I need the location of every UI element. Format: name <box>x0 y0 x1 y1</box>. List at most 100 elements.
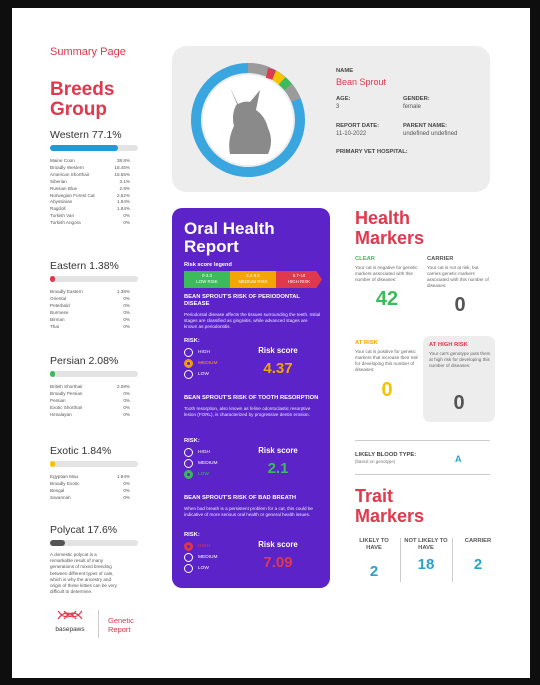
risk-legend-title: Risk score legend <box>184 262 232 268</box>
breed-group-title: Western 77.1% <box>50 129 122 141</box>
breed-name: Savannah <box>50 494 71 500</box>
breed-name: Maine Coon <box>50 158 75 163</box>
health-markers-title: Health Markers <box>355 208 425 248</box>
breed-row: Turkish Van 0% <box>50 213 130 220</box>
risk-option-label: HIGH <box>198 544 210 549</box>
breed-name: Russian Blue <box>50 185 78 191</box>
breed-percent: 1.38% <box>116 289 130 294</box>
radio-icon <box>184 459 193 468</box>
genetic-report-label: Genetic Report <box>108 616 134 634</box>
radio-icon <box>184 553 193 562</box>
risk-option: MEDIUM <box>184 552 217 563</box>
breed-percent: 0% <box>123 397 130 403</box>
at-risk-description: Your cat is positive for genetic markers… <box>355 349 418 372</box>
trait-carrier-label: CARRIER <box>464 538 492 544</box>
blood-type-row: LIKELY BLOOD TYPE: (based on genotype) <box>355 452 416 464</box>
parent-name-label: PARENT NAME: <box>403 123 448 129</box>
risk-option-label: HIGH <box>198 350 210 355</box>
breed-name: Siberian <box>50 178 67 184</box>
risk-option: HIGH <box>184 347 217 358</box>
breed-list: Broadly Eastern 1.38% Oriental 0% Peterbald 0… <box>50 289 130 330</box>
breed-name: Broadly Western <box>50 164 84 170</box>
breeds-group-title: Breeds Group <box>50 79 115 120</box>
breed-row: Broadly Persian 0% <box>50 391 130 398</box>
breed-row: Bengal 0% <box>50 488 130 495</box>
breed-group-bar <box>50 540 138 546</box>
tooth-resorption-score: Risk score 2.1 <box>250 446 306 477</box>
oral-health-card: Oral Health Report Risk score legend 0-3… <box>172 208 330 588</box>
likely-to-have: LIKELY TO HAVE 2 <box>352 538 396 580</box>
breed-percent: 18.45% <box>114 164 130 170</box>
breed-row: Maine Coon 38.8% <box>50 158 130 165</box>
breed-row: Peterbald 0% <box>50 303 130 310</box>
high-risk-marker: AT HIGH RISK Your cat's genotype puts th… <box>423 336 495 422</box>
breed-row: Broadly Western 18.45% <box>50 165 130 172</box>
radio-icon <box>184 448 193 457</box>
report-page: Summary Page Breeds Group Western 77.1% … <box>12 8 530 678</box>
risk-option-label: LOW <box>198 372 209 377</box>
section-title: BEAN SPROUT'S RISK OF PERIODONTAL DISEAS… <box>184 294 300 307</box>
bad-breath-score: Risk score 7.09 <box>250 540 306 571</box>
breed-percent: 1.84% <box>116 206 130 212</box>
breed-name: Persian <box>50 397 66 403</box>
breed-row: British Shorthair 2.08% <box>50 384 130 391</box>
breed-group-bar <box>50 371 138 377</box>
breed-percent: 2.52% <box>116 192 130 198</box>
breed-percent: 15.55% <box>114 171 130 177</box>
risk-option-label: MEDIUM <box>198 461 218 466</box>
not-likely-count: 18 <box>417 556 435 573</box>
bad-breath-risk: RISK: HIGH MEDIUM LOW <box>184 532 217 574</box>
section-title: BEAN SPROUT'S RISK OF TOOTH RESORPTION <box>184 395 319 401</box>
breed-group-polycat: Polycat 17.6% A domestic polycat is a re… <box>50 524 138 595</box>
report-date-label: REPORT DATE: <box>336 123 380 129</box>
trait-markers-title: Trait Markers <box>355 486 425 526</box>
risk-score-value: 7.09 <box>263 554 293 571</box>
breed-group-title: Exotic 1.84% <box>50 445 112 457</box>
risk-label: RISK: <box>184 532 200 538</box>
breed-group-title: Persian 2.08% <box>50 355 119 367</box>
ring-eastern <box>265 68 276 80</box>
section-body: Periodontal disease affects the tissues … <box>184 312 321 329</box>
periodontal-score: Risk score 4.37 <box>250 346 306 377</box>
at-risk-marker: AT RISK Your cat is positive for genetic… <box>355 340 419 402</box>
risk-option-label: MEDIUM <box>198 555 218 560</box>
breed-group-eastern: Eastern 1.38% Broadly Eastern 1.38% Orient… <box>50 260 138 330</box>
trait-divider-2 <box>452 538 453 582</box>
trait-divider-1 <box>400 538 401 582</box>
breed-name: Ragdoll <box>50 206 66 212</box>
not-likely-to-have: NOT LIKELY TO HAVE 18 <box>404 538 448 573</box>
risk-option-label: MEDIUM <box>198 361 218 366</box>
parent-name-value: undefined undefined <box>403 131 458 137</box>
breed-percent: 38.8% <box>116 158 130 163</box>
high-risk-description: Your cat's genotype puts them at high ri… <box>429 351 491 368</box>
blood-divider-bottom <box>355 474 490 475</box>
breed-name: Broadly Exotic <box>50 480 80 486</box>
breed-percent: 3.1% <box>119 178 130 184</box>
carrier-count: 0 <box>454 293 466 316</box>
logo-divider <box>98 610 99 638</box>
breed-name: Oriental <box>50 295 67 301</box>
dna-icon <box>57 610 83 620</box>
risk-options: HIGH MEDIUM LOW <box>184 541 217 574</box>
breed-name: Thai <box>50 323 59 329</box>
risk-option: LOW <box>184 469 217 480</box>
breed-percent: 1.94% <box>116 199 130 205</box>
breed-name: Broadly Persian <box>50 390 83 396</box>
breed-group-bar-fill <box>50 461 56 467</box>
breed-row: Russian Blue 2.9% <box>50 186 130 193</box>
breed-percent: 0% <box>123 487 130 493</box>
legend-high: 6.7-10 HIGH RISK <box>276 271 322 288</box>
risk-option-label: LOW <box>198 566 209 571</box>
breed-row: Savannah 0% <box>50 495 130 502</box>
breed-row: Turkish Angora 0% <box>50 220 130 227</box>
breed-percent: 1.84% <box>116 474 130 479</box>
breed-percent: 0% <box>123 390 130 396</box>
likely-label: LIKELY TO HAVE <box>359 538 389 551</box>
risk-option: MEDIUM <box>184 458 217 469</box>
radio-icon <box>184 359 193 368</box>
bad-breath-section: BEAN SPROUT'S RISK OF BAD BREATH When ba… <box>184 495 322 518</box>
blood-divider-top <box>355 440 490 441</box>
breed-percent: 0% <box>123 404 130 410</box>
clear-label: CLEAR <box>355 256 375 262</box>
radio-icon <box>184 470 193 479</box>
